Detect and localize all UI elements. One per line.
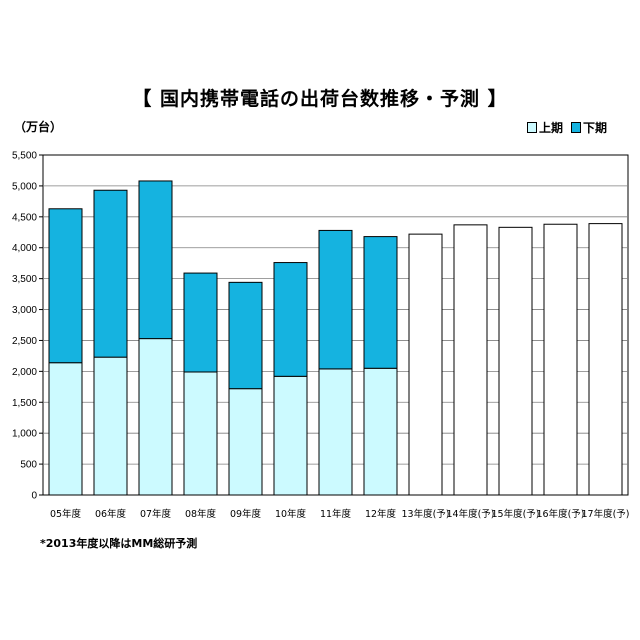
y-tick-label: 4,500 <box>12 212 37 223</box>
y-tick-label: 2,000 <box>12 367 37 378</box>
bar-first-half <box>138 338 173 496</box>
x-tick-label: 12年度 <box>365 508 397 520</box>
y-tick-label: 1,500 <box>12 398 37 409</box>
bar-forecast-total <box>408 233 443 496</box>
y-axis-unit-label: （万台） <box>14 120 63 134</box>
bar-first-half <box>273 375 308 496</box>
x-tick-label: 11年度 <box>320 508 352 520</box>
bar-first-half <box>318 368 353 496</box>
y-tick-label: 3,500 <box>12 274 37 285</box>
legend-label-second-half: 下期 <box>583 121 608 135</box>
bar-first-half <box>183 371 218 496</box>
bar-forecast-total <box>498 226 533 496</box>
y-tick-label: 3,000 <box>12 305 37 316</box>
bar-second-half <box>183 272 218 373</box>
y-tick-label: 5,500 <box>12 151 37 162</box>
legend-label-first-half: 上期 <box>539 121 564 135</box>
x-tick-label: 06年度 <box>95 508 127 520</box>
legend-swatch-first-half <box>527 122 537 133</box>
bar-first-half <box>93 356 128 496</box>
chart-title: 【 国内携帯電話の出荷台数推移・予測 】 <box>132 88 508 110</box>
y-tick-label: 0 <box>31 491 37 502</box>
y-tick-label: 4,000 <box>12 243 37 254</box>
legend-item-second-half: 下期 <box>571 119 607 136</box>
x-tick-label: 16年度(予) <box>536 508 584 520</box>
x-tick-label: 07年度 <box>140 508 172 520</box>
bar-forecast-total <box>543 223 578 496</box>
x-tick-label: 14年度(予) <box>446 508 494 520</box>
x-tick-label: 17年度(予) <box>581 508 629 520</box>
x-tick-label: 08年度 <box>185 508 217 520</box>
x-tick-label: 05年度 <box>50 508 82 520</box>
y-tick-label: 1,000 <box>12 429 37 440</box>
bar-first-half <box>363 367 398 496</box>
y-tick-label: 2,500 <box>12 336 37 347</box>
bar-first-half <box>48 362 83 496</box>
x-tick-label: 13年度(予) <box>401 508 449 520</box>
bar-second-half <box>138 180 173 340</box>
legend-swatch-second-half <box>571 122 582 133</box>
bar-second-half <box>228 281 263 390</box>
legend-item-first-half: 上期 <box>527 119 563 136</box>
bar-forecast-total <box>588 223 623 496</box>
x-tick-label: 15年度(予) <box>491 508 539 520</box>
y-tick-label: 500 <box>20 460 37 471</box>
bar-second-half <box>48 208 83 364</box>
bar-second-half <box>318 229 353 370</box>
bar-second-half <box>363 236 398 369</box>
y-tick-label: 5,000 <box>12 181 37 192</box>
bar-forecast-total <box>453 224 488 496</box>
x-tick-label: 09年度 <box>230 508 262 520</box>
bar-second-half <box>273 262 308 377</box>
legend: 上期 下期 <box>527 119 607 136</box>
bar-first-half <box>228 388 263 496</box>
x-tick-label: 10年度 <box>275 508 307 520</box>
footnote: *2013年度以降はMM総研予測 <box>40 537 198 550</box>
bar-second-half <box>93 189 128 358</box>
